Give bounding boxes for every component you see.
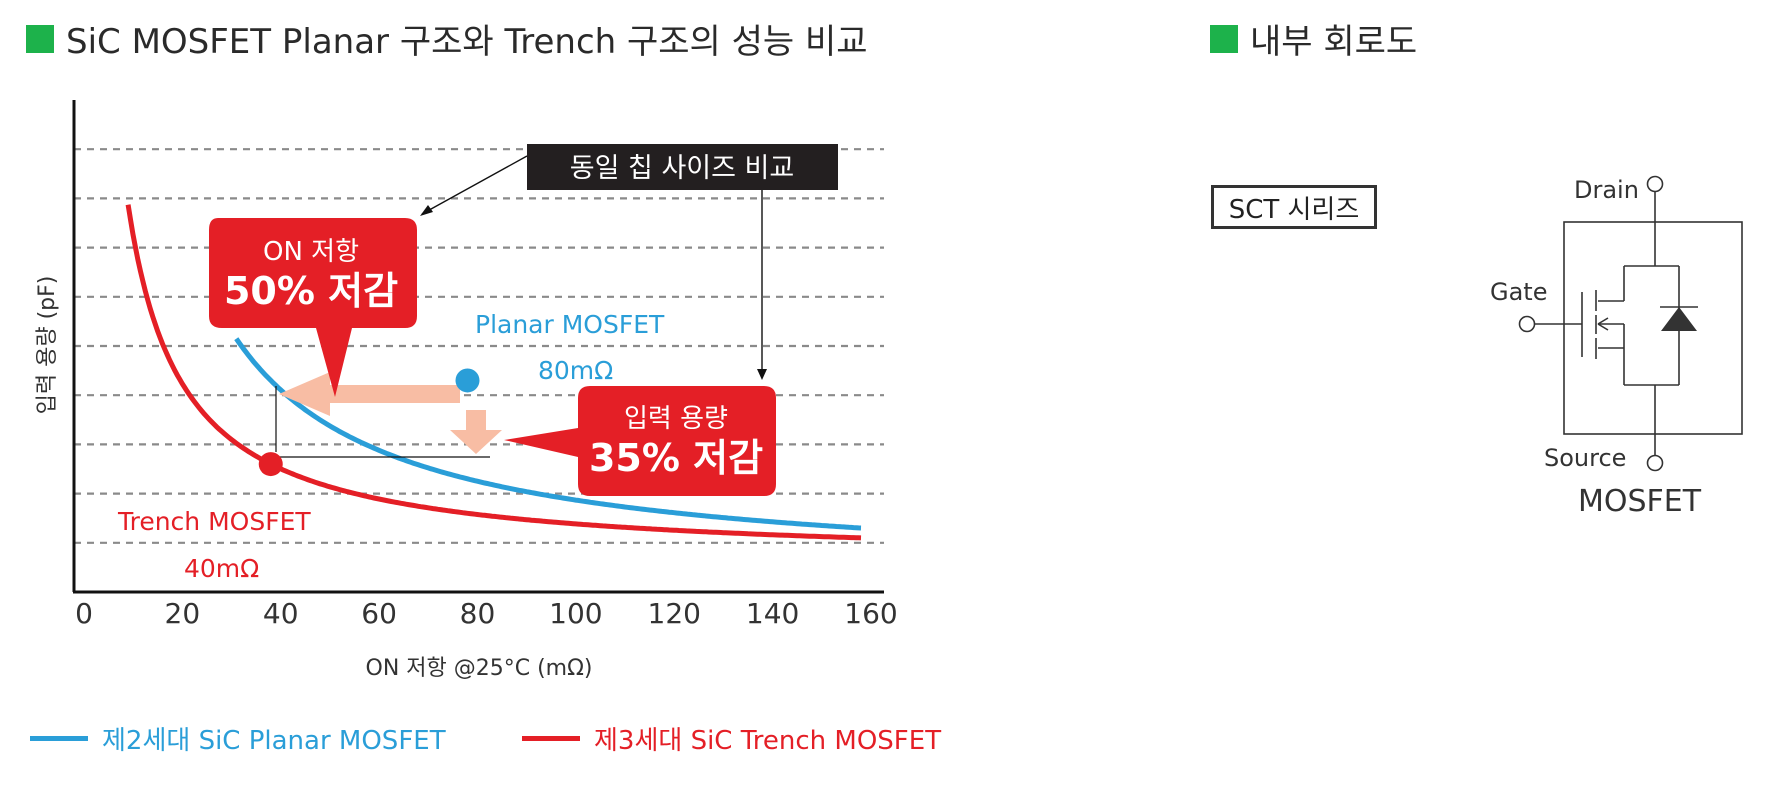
mosfet-label: MOSFET	[1578, 484, 1702, 519]
chart-title: SiC MOSFET Planar 구조와 Trench 구조의 성능 비교	[26, 14, 868, 63]
trench-label: Trench MOSFET	[117, 507, 311, 536]
planar-label: Planar MOSFET	[475, 310, 665, 339]
green-square-icon	[1210, 24, 1238, 53]
x-tick-label: 80	[460, 597, 496, 630]
gate-terminal	[1518, 315, 1536, 333]
trench-series-line	[125, 204, 862, 541]
key-points	[258, 368, 480, 477]
down-reduction-arrow	[450, 410, 502, 454]
legend-item-planar: 제2세대 SiC Planar MOSFET	[30, 720, 446, 757]
circuit-title-text: 내부 회로도	[1250, 22, 1418, 62]
y-axis-label: 입력 용량 (pF)	[35, 276, 60, 415]
x-tick-labels: 0 20 40 60 80 100 120 140 160	[75, 597, 898, 630]
x-tick-label: 0	[75, 597, 93, 630]
body-diode-icon	[1661, 307, 1697, 331]
trench-value-label: 40mΩ	[184, 554, 259, 583]
chart-title-text: SiC MOSFET Planar 구조와 Trench 구조의 성능 비교	[66, 22, 868, 62]
circuit-title: 내부 회로도	[1210, 14, 1417, 63]
left-reduction-arrow	[279, 372, 460, 416]
axes	[72, 100, 884, 594]
source-terminal	[1646, 454, 1664, 472]
same-chip-callout: 동일 칩 사이즈 비교	[420, 144, 838, 380]
package-outline	[1563, 221, 1743, 435]
planar-series-line	[234, 337, 862, 531]
capacitance-callout: 입력 용량 35% 저감	[504, 386, 776, 496]
same-chip-pointer-left	[421, 155, 528, 215]
planar-point	[455, 368, 480, 393]
x-tick-label: 20	[165, 597, 201, 630]
capacitance-line1: 입력 용량	[624, 404, 728, 434]
series-label: SCT 시리즈	[1211, 185, 1377, 229]
planar-value-label: 80mΩ	[538, 356, 613, 385]
x-tick-label: 100	[549, 597, 602, 630]
same-chip-box	[527, 144, 838, 190]
capacitance-bubble	[504, 386, 776, 496]
trench-point	[258, 452, 283, 477]
legend-swatch	[522, 736, 580, 741]
drain-terminal	[1646, 175, 1664, 193]
legend-label: 제3세대 SiC Trench MOSFET	[594, 726, 942, 756]
legend-label: 제2세대 SiC Planar MOSFET	[102, 726, 446, 756]
green-square-icon	[26, 24, 54, 53]
legend-item-trench: 제3세대 SiC Trench MOSFET	[522, 720, 941, 757]
x-tick-label: 120	[648, 597, 701, 630]
on-resistance-line1: ON 저항	[263, 237, 359, 267]
arrowhead-icon	[757, 369, 767, 380]
channel-arrow-icon	[1597, 317, 1609, 331]
x-tick-label: 40	[263, 597, 299, 630]
gate-label: Gate	[1490, 278, 1548, 306]
on-resistance-callout: ON 저항 50% 저감	[209, 218, 417, 397]
arrowhead-icon	[420, 205, 433, 216]
legend-swatch	[30, 736, 88, 741]
drain-label: Drain	[1574, 176, 1639, 204]
mosfet-circuit	[1518, 175, 1743, 472]
x-axis-label: ON 저항 @25°C (mΩ)	[366, 656, 593, 681]
reference-lines	[275, 386, 490, 458]
x-tick-label: 140	[746, 597, 799, 630]
x-tick-label: 160	[844, 597, 897, 630]
capacitance-line2: 35% 저감	[589, 436, 763, 480]
same-chip-text: 동일 칩 사이즈 비교	[570, 153, 794, 184]
source-label: Source	[1544, 444, 1627, 472]
on-resistance-bubble	[209, 218, 417, 397]
x-tick-label: 60	[361, 597, 397, 630]
on-resistance-line2: 50% 저감	[224, 269, 398, 313]
series-group	[125, 204, 862, 541]
